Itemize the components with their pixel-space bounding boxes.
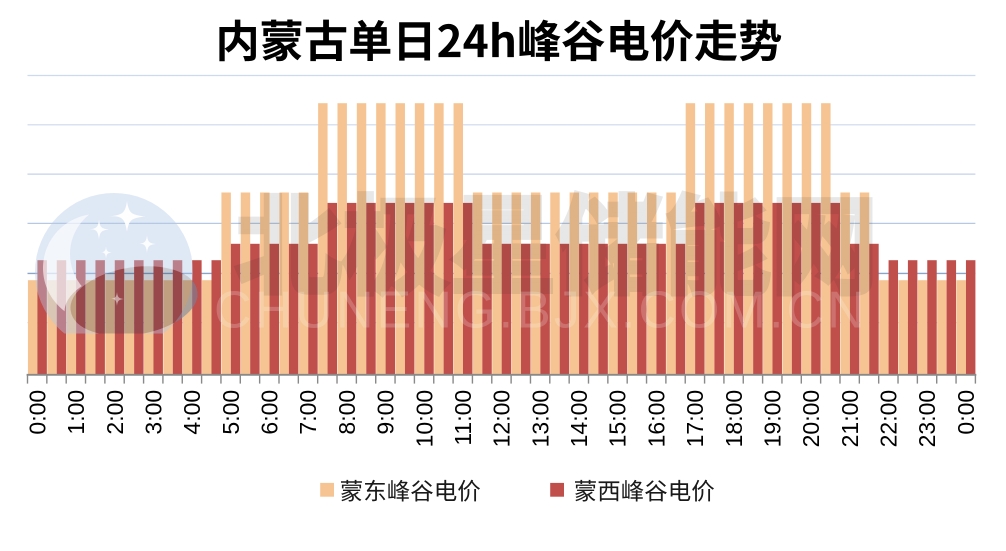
svg-text:0:00: 0:00 [953, 390, 979, 435]
svg-text:17:00: 17:00 [682, 390, 708, 448]
svg-text:11:00: 11:00 [450, 390, 476, 446]
svg-text:6:00: 6:00 [257, 390, 283, 435]
svg-text:10:00: 10:00 [411, 390, 437, 448]
svg-text:23:00: 23:00 [914, 390, 940, 448]
svg-text:2:00: 2:00 [102, 390, 128, 435]
svg-text:7:00: 7:00 [295, 390, 321, 435]
svg-text:12:00: 12:00 [489, 390, 515, 448]
svg-text:16:00: 16:00 [643, 390, 669, 448]
svg-text:CHUNENG.BJX.COM.CN: CHUNENG.BJX.COM.CN [214, 282, 868, 340]
svg-text:21:00: 21:00 [837, 390, 863, 448]
svg-text:13:00: 13:00 [527, 390, 553, 448]
svg-text:15:00: 15:00 [605, 390, 631, 448]
svg-text:5:00: 5:00 [218, 390, 244, 435]
svg-text:3:00: 3:00 [140, 390, 166, 435]
svg-text:8:00: 8:00 [334, 390, 360, 435]
svg-text:14:00: 14:00 [566, 390, 592, 448]
svg-text:1:00: 1:00 [63, 390, 89, 435]
svg-text:20:00: 20:00 [798, 390, 824, 448]
svg-text:9:00: 9:00 [373, 390, 399, 435]
svg-text:22:00: 22:00 [876, 390, 902, 448]
svg-text:4:00: 4:00 [179, 390, 205, 435]
svg-text:0:00: 0:00 [24, 390, 50, 435]
svg-text:19:00: 19:00 [759, 390, 785, 448]
svg-text:18:00: 18:00 [721, 390, 747, 448]
